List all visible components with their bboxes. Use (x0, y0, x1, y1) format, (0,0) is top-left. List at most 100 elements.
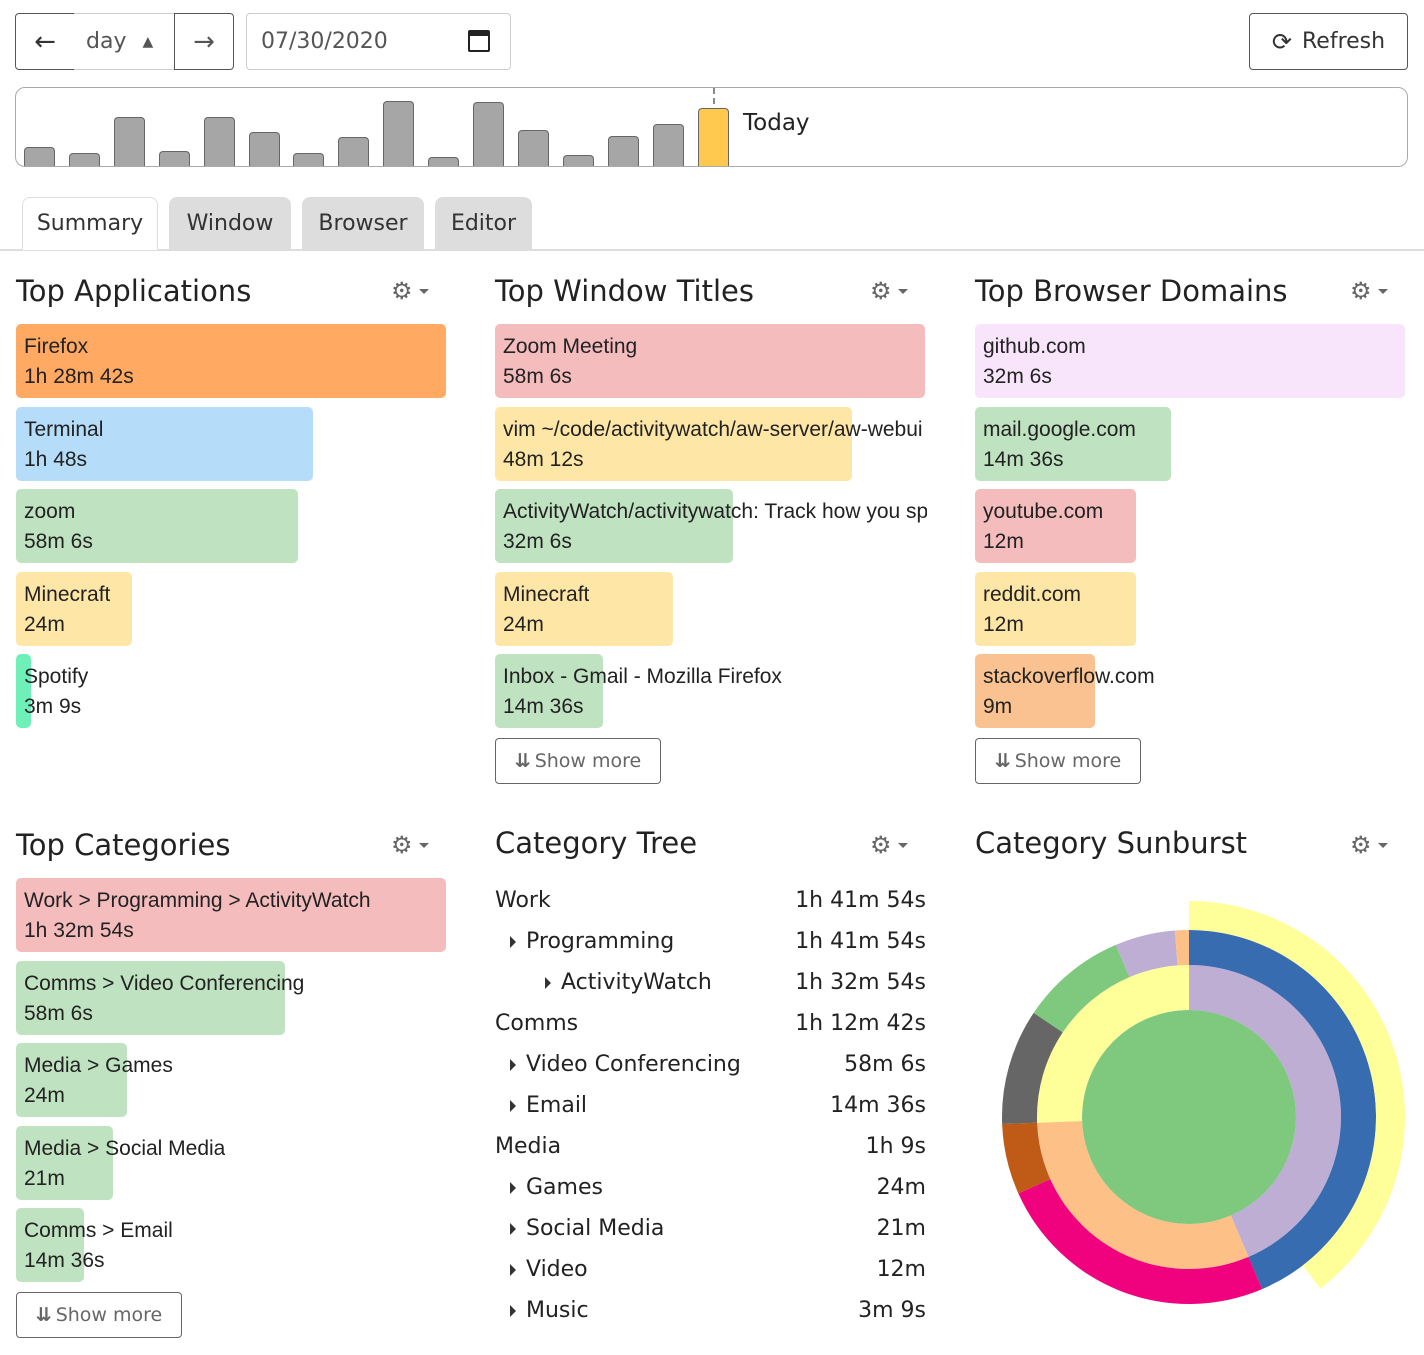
tree-row: Work 1h 41m 54s (495, 880, 926, 921)
sunburst-segment[interactable] (1174, 930, 1189, 966)
list-item[interactable]: Minecraft 24m (16, 571, 446, 646)
list-item[interactable]: vim ~/code/activitywatch/aw-server/aw-we… (495, 406, 925, 481)
date-input[interactable]: 07/30/2020 (246, 13, 511, 70)
caret-right-icon[interactable] (510, 1222, 516, 1235)
tab-summary[interactable]: Summary (22, 197, 158, 250)
top-applications-settings[interactable]: ⚙ (391, 277, 435, 305)
sunburst-segment[interactable] (1018, 1179, 1263, 1304)
list-item[interactable]: github.com 32m 6s (975, 324, 1405, 398)
list-item[interactable]: Comms > Video Conferencing 58m 6s (16, 960, 446, 1035)
sunburst-center[interactable] (1082, 1010, 1296, 1224)
show-more-button[interactable]: ⇊ Show more (975, 737, 1141, 784)
timeline-bar[interactable] (607, 136, 639, 166)
list-item[interactable]: Minecraft 24m (495, 571, 925, 646)
top-window-titles-settings[interactable]: ⚙ (870, 277, 914, 305)
timeline-bar[interactable] (158, 151, 190, 166)
caret-right-icon[interactable] (510, 1058, 516, 1071)
list-item[interactable]: stackoverflow.com 9m (975, 654, 1405, 728)
caret-right-icon[interactable] (545, 976, 551, 989)
tree-row: Media 1h 9s (495, 1126, 926, 1167)
caret-down-icon (1377, 842, 1388, 848)
list-item[interactable]: Comms > Email 14m 36s (16, 1208, 446, 1282)
item-name: Zoom Meeting (503, 335, 638, 358)
item-time: 3m 9s (24, 695, 82, 718)
list-item[interactable]: ActivityWatch/activitywatch: Track how y… (495, 489, 927, 563)
item-time: 9m (983, 695, 1013, 718)
gear-icon: ⚙ (870, 831, 892, 859)
category-sunburst-settings[interactable]: ⚙ (1350, 831, 1394, 859)
top-applications-title: Top Applications (16, 274, 252, 308)
sunburst-segment[interactable] (1033, 944, 1130, 1033)
tree-row[interactable]: Video Conferencing 58m 6s (495, 1044, 926, 1085)
top-browser-domains-settings[interactable]: ⚙ (1350, 277, 1394, 305)
period-select[interactable]: day ▲ (74, 13, 175, 70)
sunburst-segment[interactable] (1037, 1121, 1249, 1269)
timeline-bar[interactable] (383, 101, 415, 166)
show-more-button[interactable]: ⇊ Show more (16, 1291, 182, 1338)
timeline-bar[interactable] (293, 153, 325, 166)
list-item[interactable]: Inbox - Gmail - Mozilla Firefox 14m 36s (495, 654, 925, 728)
caret-right-icon[interactable] (510, 935, 516, 948)
timeline-chart[interactable]: Today (15, 87, 1408, 167)
list-item[interactable]: zoom 58m 6s (16, 489, 446, 563)
next-period-button[interactable]: → (174, 13, 234, 70)
sunburst-segment[interactable] (1002, 1012, 1063, 1125)
duration-bar (975, 489, 1136, 563)
tab-editor[interactable]: Editor (435, 197, 532, 250)
item-text: Zoom Meeting 58m 6s (503, 332, 637, 392)
list-item[interactable]: Terminal 1h 48s (16, 406, 446, 481)
item-name: stackoverflow.com (983, 665, 1155, 688)
show-more-button[interactable]: ⇊ Show more (495, 737, 661, 784)
sunburst-segment[interactable] (1115, 930, 1178, 978)
timeline-bar[interactable] (562, 154, 594, 166)
tab-browser[interactable]: Browser (302, 197, 424, 250)
item-name: Comms > Email (24, 1219, 173, 1242)
category-tree-settings[interactable]: ⚙ (870, 831, 914, 859)
sunburst-segment[interactable] (1189, 901, 1405, 1289)
timeline-bar[interactable] (203, 117, 235, 166)
tree-row[interactable]: Programming 1h 41m 54s (495, 921, 926, 962)
item-time: 58m 6s (503, 365, 572, 388)
refresh-button[interactable]: ⟳ Refresh (1249, 13, 1408, 70)
list-item[interactable]: Spotify 3m 9s (16, 654, 446, 728)
timeline-bar[interactable] (473, 102, 504, 166)
sunburst-segment[interactable] (1189, 965, 1341, 1257)
prev-period-button[interactable]: ← (15, 13, 75, 70)
list-item[interactable]: reddit.com 12m (975, 571, 1405, 646)
list-item[interactable]: mail.google.com 14m 36s (975, 406, 1405, 481)
list-item[interactable]: Firefox 1h 28m 42s (16, 324, 446, 398)
tree-row[interactable]: Games 24m (495, 1167, 926, 1208)
tree-row[interactable]: ActivityWatch 1h 32m 54s (495, 962, 926, 1003)
caret-right-icon[interactable] (510, 1263, 516, 1276)
sunburst-segment[interactable] (1037, 965, 1189, 1123)
timeline-bar[interactable] (338, 136, 370, 166)
timeline-bar[interactable] (652, 123, 684, 166)
caret-right-icon[interactable] (510, 1099, 516, 1112)
tree-row[interactable]: Social Media 21m (495, 1208, 926, 1249)
timeline-bar-today[interactable] (697, 108, 729, 166)
timeline-bar[interactable] (24, 147, 55, 166)
list-item[interactable]: youtube.com 12m (975, 489, 1405, 563)
item-time: 24m (24, 612, 65, 636)
timeline-bar[interactable] (248, 132, 280, 166)
category-sunburst-chart[interactable] (989, 890, 1419, 1330)
caret-right-icon[interactable] (510, 1181, 516, 1194)
list-item[interactable]: Work > Programming > ActivityWatch 1h 32m… (16, 878, 446, 952)
tree-row[interactable]: Video 12m (495, 1249, 926, 1290)
timeline-bar[interactable] (517, 130, 549, 166)
tree-row[interactable]: Music 3m 9s (495, 1290, 926, 1331)
list-item[interactable]: Media > Games 24m (16, 1043, 446, 1117)
sunburst-segment[interactable] (1189, 930, 1376, 1290)
timeline-bar[interactable] (428, 156, 460, 166)
list-item[interactable]: Media > Social Media 21m (16, 1125, 446, 1200)
tab-window[interactable]: Window (169, 197, 291, 250)
arrow-left-icon: ← (34, 26, 56, 57)
list-item[interactable]: Zoom Meeting 58m 6s (495, 324, 925, 398)
top-categories-settings[interactable]: ⚙ (391, 831, 435, 859)
timeline-bar[interactable] (68, 153, 100, 166)
caret-right-icon[interactable] (510, 1304, 516, 1317)
tree-row[interactable]: Email 14m 36s (495, 1085, 926, 1126)
timeline-bar[interactable] (113, 117, 145, 166)
tab-divider (0, 249, 1424, 251)
sunburst-segment[interactable] (1002, 1122, 1051, 1194)
